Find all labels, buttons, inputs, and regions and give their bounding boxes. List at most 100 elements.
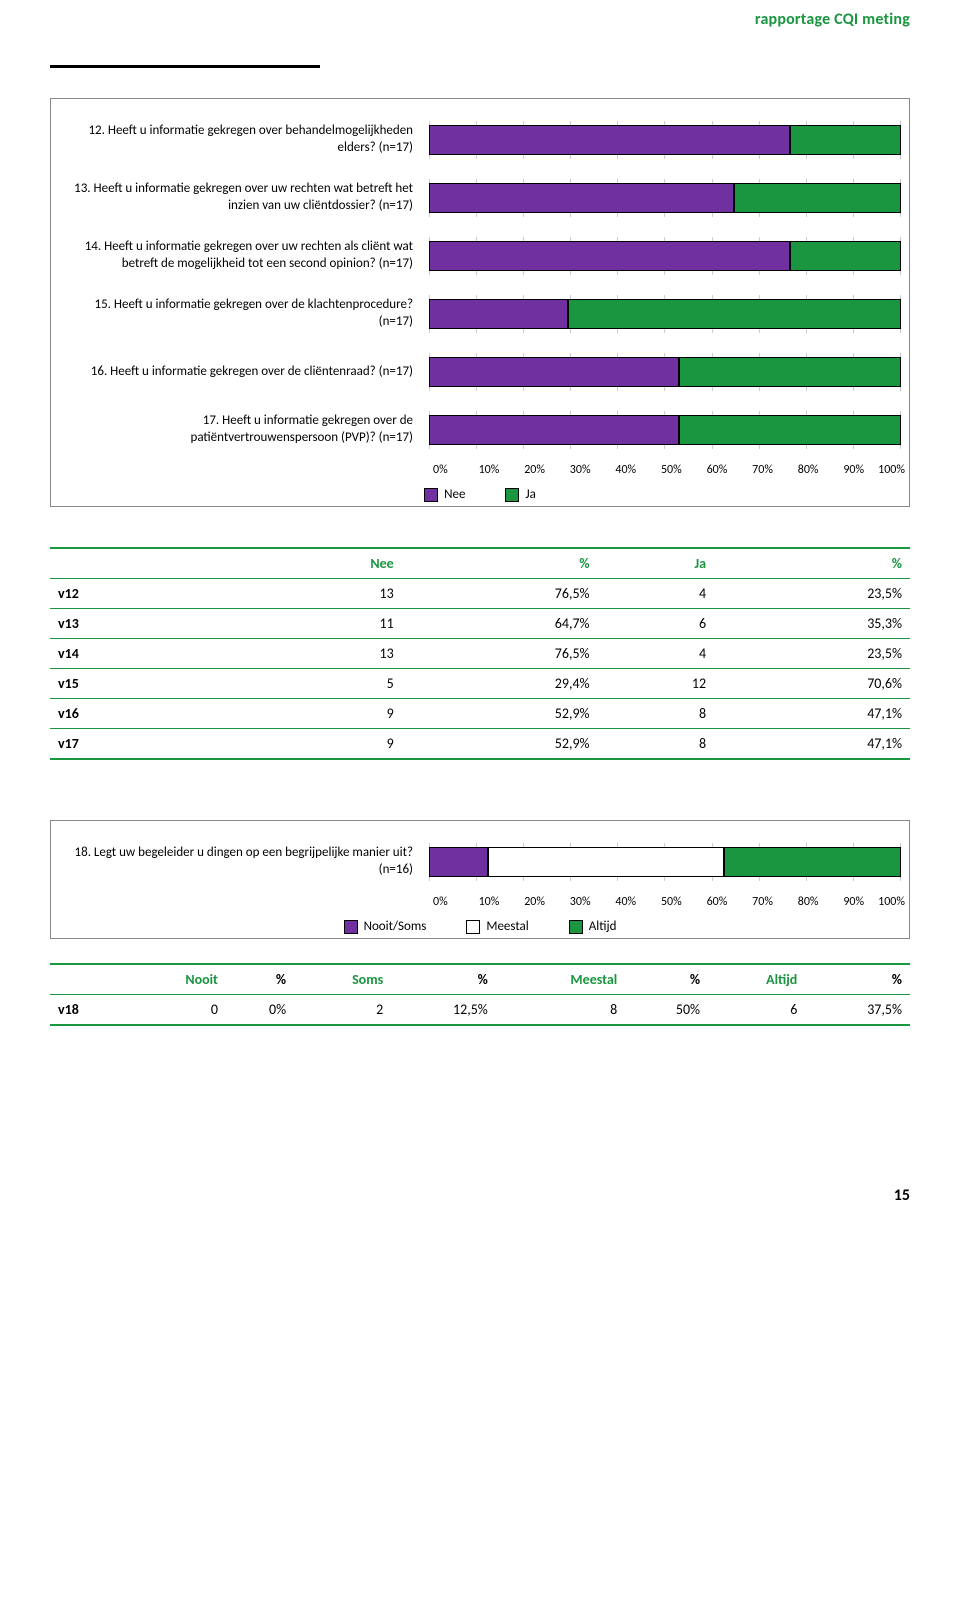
bar-segment-ja (568, 299, 901, 329)
table2-header-pct3: % (625, 964, 708, 995)
table1-ja-n: 8 (598, 729, 714, 760)
chart2-question-label: 18. Legt uw begeleider u dingen op een b… (59, 845, 429, 879)
legend-swatch (569, 920, 583, 934)
table1-nee-pct: 76,5% (402, 639, 598, 669)
bar-segment-nee (429, 183, 734, 213)
table2-header-pct4: % (805, 964, 910, 995)
table1-row-label: v15 (50, 669, 250, 699)
chart1-box: 12. Heeft u informatie gekregen over beh… (50, 98, 910, 507)
chart1-plot (429, 121, 901, 159)
table1-nee-n: 13 (250, 579, 402, 609)
chart1-question-label: 14. Heeft u informatie gekregen over uw … (59, 239, 429, 273)
bar-segment-ja (734, 183, 901, 213)
table1-ja-n: 12 (598, 669, 714, 699)
chart1-plot (429, 411, 901, 449)
chart1-row-q17: 17. Heeft u informatie gekregen over de … (59, 401, 901, 459)
table1: Nee % Ja % v121376,5%423,5%v131164,7%635… (50, 547, 910, 760)
table2-header-meestal: Meestal (496, 964, 625, 995)
table2-altijd-n: 6 (708, 995, 805, 1026)
report-title: rapportage CQI meting (755, 10, 910, 29)
table1-nee-pct: 64,7% (402, 609, 598, 639)
legend-item: Nee (424, 487, 465, 502)
legend-swatch (505, 488, 519, 502)
legend-swatch (344, 920, 358, 934)
table1-nee-pct: 52,9% (402, 729, 598, 760)
legend-item: Altijd (569, 919, 617, 934)
chart2-legend: Nooit/Soms Meestal Altijd (59, 909, 901, 938)
chart1-question-label: 16. Heeft u informatie gekregen over de … (59, 364, 429, 381)
table-row: v15529,4%1270,6% (50, 669, 910, 699)
table1-row-label: v17 (50, 729, 250, 760)
table1-nee-n: 9 (250, 699, 402, 729)
table2-header-pct2: % (391, 964, 496, 995)
chart1-question-label: 12. Heeft u informatie gekregen over beh… (59, 123, 429, 157)
chart1-question-label: 17. Heeft u informatie gekregen over de … (59, 413, 429, 447)
table2: Nooit % Soms % Meestal % Altijd % v18 0 … (50, 963, 910, 1026)
table1-nee-pct: 52,9% (402, 699, 598, 729)
table1-header-nee: Nee (250, 548, 402, 579)
table2-header-nooit: Nooit (126, 964, 226, 995)
legend-label: Meestal (486, 919, 528, 934)
table2-meestal-n: 8 (496, 995, 625, 1026)
page-number: 15 (50, 1186, 910, 1205)
table1-nee-n: 5 (250, 669, 402, 699)
table2-header-soms: Soms (294, 964, 391, 995)
bar-segment-nooit_soms (429, 847, 488, 877)
chart2-x-axis: 0%10%20%30%40%50%60%70%80%90%100% (445, 895, 901, 909)
table1-ja-n: 4 (598, 579, 714, 609)
legend-label: Nee (444, 487, 465, 502)
legend-label: Ja (525, 487, 535, 502)
table2-soms-pct: 12,5% (391, 995, 496, 1026)
table1-row-label: v13 (50, 609, 250, 639)
bar-segment-nee (429, 241, 790, 271)
page-header: rapportage CQI meting (50, 0, 910, 29)
chart1-plot (429, 237, 901, 275)
table1-header-ja-pct: % (714, 548, 910, 579)
table-row: v17952,9%847,1% (50, 729, 910, 760)
bar-segment-meestal (488, 847, 724, 877)
chart1-question-label: 13. Heeft u informatie gekregen over uw … (59, 181, 429, 215)
header-rule (50, 65, 320, 68)
table1-ja-pct: 23,5% (714, 579, 910, 609)
bar-segment-ja (790, 241, 901, 271)
table1-ja-pct: 47,1% (714, 699, 910, 729)
bar-segment-ja (790, 125, 901, 155)
table1-nee-pct: 29,4% (402, 669, 598, 699)
table-row: v131164,7%635,3% (50, 609, 910, 639)
table1-nee-pct: 76,5% (402, 579, 598, 609)
bar-segment-nee (429, 357, 679, 387)
chart2-row-q18: 18. Legt uw begeleider u dingen op een b… (59, 833, 901, 891)
table1-ja-pct: 47,1% (714, 729, 910, 760)
legend-swatch (466, 920, 480, 934)
table1-nee-n: 13 (250, 639, 402, 669)
legend-label: Nooit/Soms (364, 919, 427, 934)
legend-item: Nooit/Soms (344, 919, 427, 934)
table1-header-nee-pct: % (402, 548, 598, 579)
bar-segment-ja (679, 357, 901, 387)
table1-nee-n: 11 (250, 609, 402, 639)
table2-nooit-pct: 0% (226, 995, 294, 1026)
table1-ja-pct: 70,6% (714, 669, 910, 699)
chart1-x-axis: 0%10%20%30%40%50%60%70%80%90%100% (445, 463, 901, 477)
table1-row-label: v12 (50, 579, 250, 609)
table-row: v121376,5%423,5% (50, 579, 910, 609)
legend-item: Meestal (466, 919, 528, 934)
bar-segment-nee (429, 415, 679, 445)
chart1-plot (429, 295, 901, 333)
table2-header-pct1: % (226, 964, 294, 995)
table1-ja-pct: 35,3% (714, 609, 910, 639)
table1-row-label: v16 (50, 699, 250, 729)
legend-label: Altijd (589, 919, 617, 934)
table-row: v16952,9%847,1% (50, 699, 910, 729)
table2-soms-n: 2 (294, 995, 391, 1026)
table2-meestal-pct: 50% (625, 995, 708, 1026)
table2-nooit-n: 0 (126, 995, 226, 1026)
chart1-row-q12: 12. Heeft u informatie gekregen over beh… (59, 111, 901, 169)
bar-segment-nee (429, 125, 790, 155)
bar-segment-nee (429, 299, 568, 329)
chart1-plot (429, 353, 901, 391)
bar-segment-ja (679, 415, 901, 445)
chart1-row-q14: 14. Heeft u informatie gekregen over uw … (59, 227, 901, 285)
chart1-row-q13: 13. Heeft u informatie gekregen over uw … (59, 169, 901, 227)
table1-ja-n: 8 (598, 699, 714, 729)
